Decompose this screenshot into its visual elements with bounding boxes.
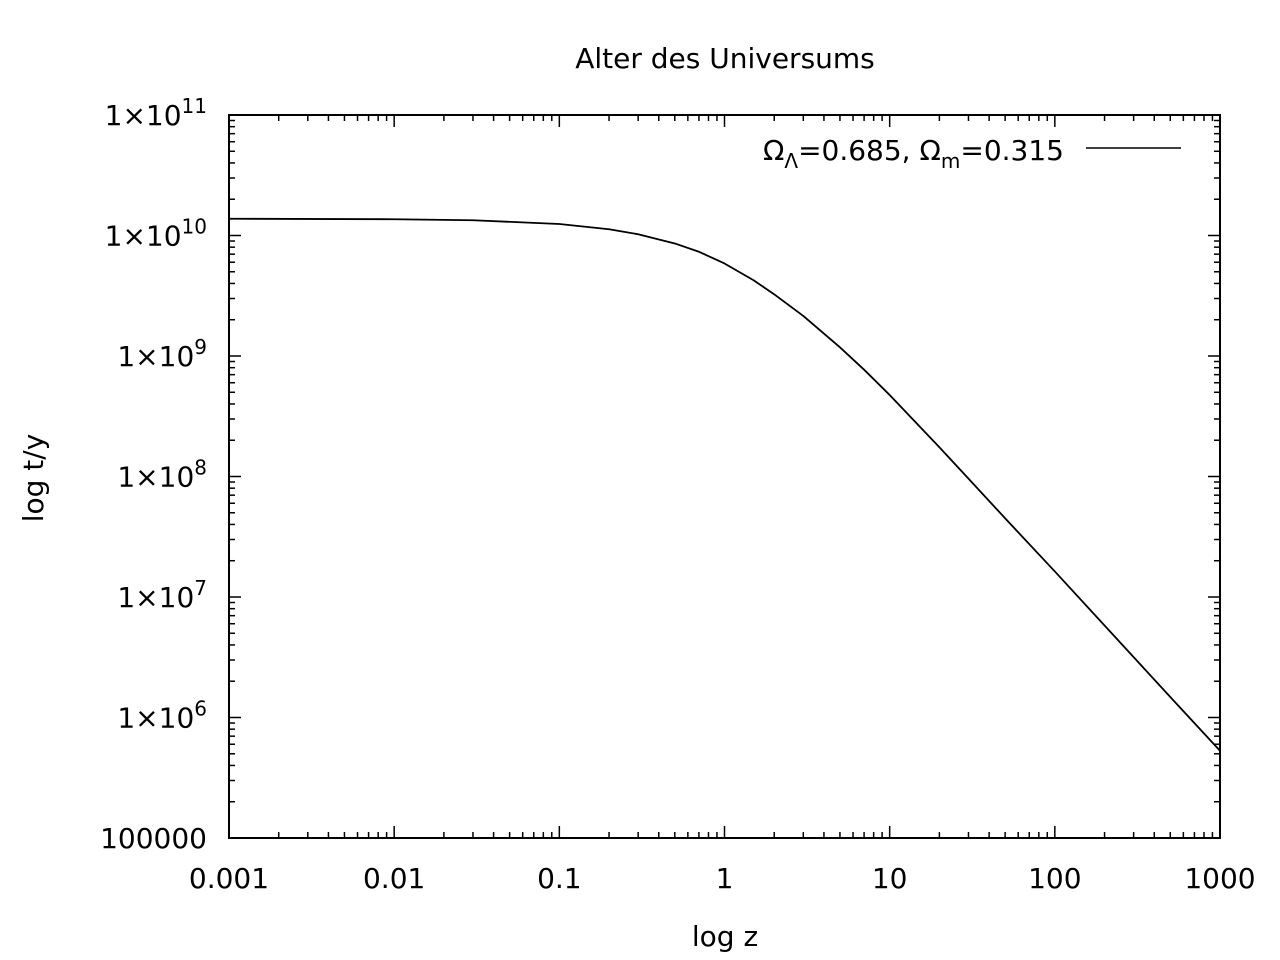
legend-label: ΩΛ=0.685, Ωm=0.315 [763,134,1064,173]
legend-omega-m: Ω [919,134,940,167]
y-tick-label: 1×107 [117,576,207,614]
x-tick-label: 1 [716,862,734,895]
y-axis-label: log t/y [17,434,50,523]
legend: ΩΛ=0.685, Ωm=0.315 [763,134,1181,173]
y-tick-label: 1×1011 [105,94,207,132]
legend-omega-lambda: Ω [763,134,784,167]
tick-labels: 0.001 0.01 0.1 1 10 100 1000 100000 1×106 1×107 1×… [100,94,1256,895]
legend-lambda-value: =0.685, [798,134,919,167]
x-tick-label: 10 [872,862,908,895]
legend-lambda-subscript: Λ [784,149,798,173]
x-tick-label: 1000 [1184,862,1255,895]
y-tick-label: 1×109 [117,335,207,373]
y-tick-label: 1×1010 [105,215,207,253]
y-tick-label: 1×106 [117,697,207,735]
y-tick-label: 100000 [100,822,207,855]
y-tick-label: 1×108 [117,456,207,494]
x-tick-label: 0.001 [189,862,269,895]
series-line [228,217,1221,752]
axis-ticks [228,114,1221,839]
series-layer [228,217,1221,752]
x-axis-label: log z [692,920,758,953]
chart-title: Alter des Universums [575,42,875,75]
x-tick-label: 0.01 [363,862,425,895]
x-tick-label: 100 [1028,862,1081,895]
legend-matter-subscript: m [941,149,960,173]
legend-matter-value: =0.315 [960,134,1064,167]
x-tick-label: 0.1 [537,862,582,895]
plot-frame [228,114,1221,839]
